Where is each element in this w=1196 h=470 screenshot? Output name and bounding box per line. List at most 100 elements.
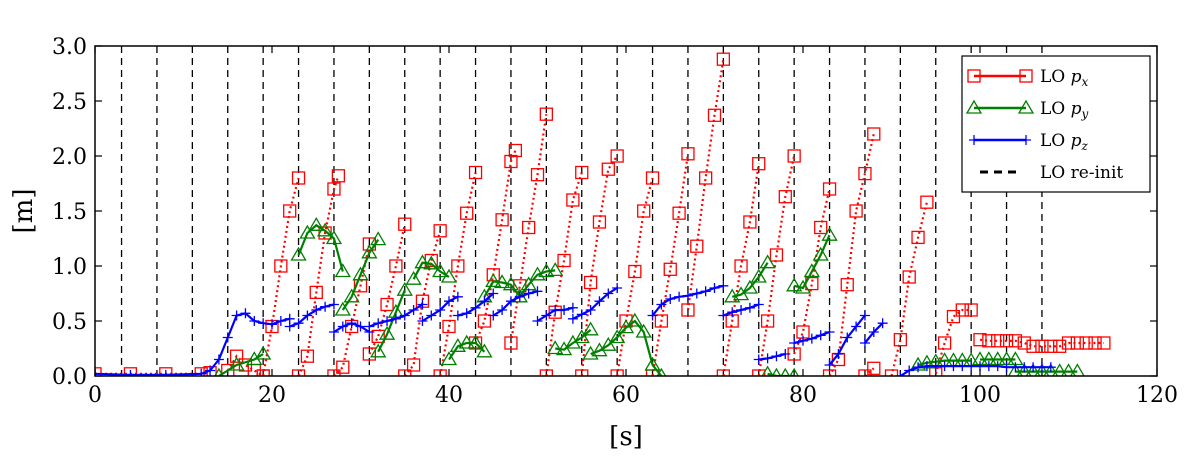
data-point [752,369,766,376]
data-point [566,193,580,207]
data-point [1043,363,1059,376]
reinit-lines-group [120,46,1043,376]
data-point [370,343,387,358]
x-axis: 0 20 40 60 80 100 120 [88,46,1178,408]
data-point [902,270,916,284]
data-point [1061,363,1076,376]
data-point [378,325,396,340]
data-point [547,262,564,277]
data-point [718,280,729,291]
data-point [530,168,545,182]
data-point [840,278,854,292]
data-point [308,217,325,231]
series-line [616,177,654,376]
data-point [283,204,297,218]
data-point [851,321,862,332]
data-point [414,254,431,269]
data-point [196,368,207,376]
y-tick-label: 0.5 [52,310,87,335]
data-point [753,354,764,365]
data-point [327,369,341,376]
data-point [743,215,757,229]
data-point [672,206,686,220]
data-point [849,204,863,218]
series-line [934,308,972,375]
data-point [405,270,422,285]
series-x [95,52,1111,376]
data-point [716,369,730,376]
y-tick-label: 1.0 [52,255,87,280]
data-point [824,360,835,370]
data-point [1079,336,1093,350]
data-point [884,369,899,376]
data-point [361,244,378,259]
data-point [626,312,643,327]
legend: LO px LO py LO pz LO re-init [961,55,1151,193]
series-line [686,59,725,311]
data-point [948,361,959,372]
legend-marker [965,99,983,114]
data-point [452,310,463,321]
data-point [780,349,791,359]
legend-frame [961,55,1151,193]
data-point [877,318,888,329]
data-point [557,253,571,268]
data-point [1035,339,1049,353]
data-point [718,310,729,321]
data-point [398,369,412,376]
data-point [999,334,1014,348]
data-point [815,330,826,341]
x-tick-label: 40 [435,383,463,408]
data-point [920,195,934,209]
data-point [514,291,525,302]
data-point [674,291,685,302]
data-point [293,318,304,329]
legend-marker [1019,69,1033,83]
data-point [1010,362,1021,373]
data-point [328,327,339,337]
data-point [1025,363,1041,376]
x-tick-label: 100 [959,383,1001,408]
data-point [707,108,722,122]
data-point [663,262,677,276]
data-point [1088,336,1102,350]
data-point [859,310,870,321]
data-point [741,279,759,294]
data-point [440,268,458,283]
data-point [1016,363,1032,376]
data-point [493,274,511,289]
data-point [258,318,269,329]
series-line [218,353,264,376]
legend-marker [1021,135,1031,145]
data-point [1069,363,1085,376]
data-point [759,254,776,269]
data-point [858,166,872,181]
data-point [284,321,295,332]
data-point [432,263,449,278]
data-point [495,213,509,227]
data-point [575,165,589,180]
data-point [780,367,791,376]
series-line [580,155,619,376]
data-point [585,305,596,315]
data-point [769,248,784,262]
data-point [709,283,720,293]
data-point [1036,362,1047,373]
data-point [541,310,552,321]
data-point [681,303,695,317]
data-point [789,338,800,348]
series-line [509,114,548,344]
data-point [656,367,667,376]
data-point [477,314,492,328]
data-point [355,321,366,332]
data-point [1097,336,1111,350]
data-point [300,349,315,363]
data-point [822,182,837,196]
data-point [1028,362,1039,373]
data-point [417,316,428,326]
data-point [231,310,242,321]
data-point [291,171,306,185]
data-point [229,349,244,363]
data-point [1017,336,1031,350]
